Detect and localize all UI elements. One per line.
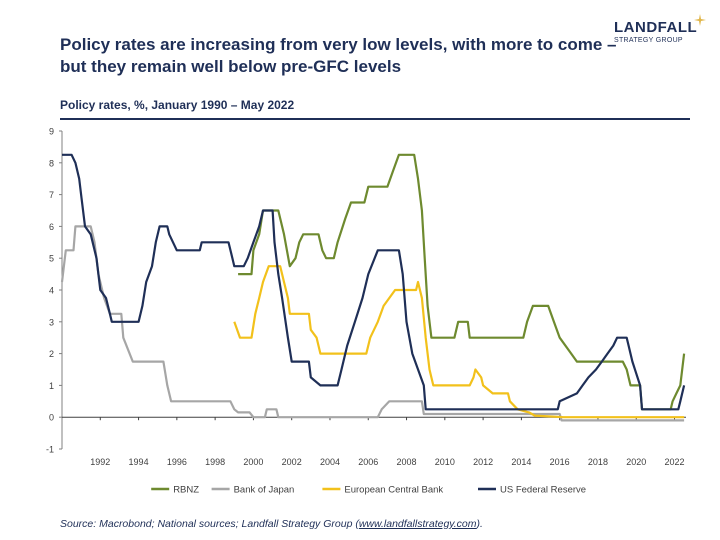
policy-rates-chart: -1 0 1 2 3 4 5 6 7 8 9 1992 1994 1996 1998 2000 2002 2004… [46,127,686,496]
chart-area: -1 0 1 2 3 4 5 6 7 8 9 1992 1994 1996 1998 2000 2002 2004… [0,118,720,508]
y-tick-label: 2 [49,349,54,359]
y-tick-label: 9 [49,127,54,137]
series-line-bank-of-japan [60,225,685,422]
y-tick-label: 1 [49,381,54,391]
x-tick-label: 2012 [473,457,493,467]
source-link[interactable]: www.landfallstrategy.com [358,518,477,530]
x-tick-label: 2016 [550,457,570,467]
x-tick-label: 2008 [397,457,417,467]
x-tick-label: 1998 [205,457,225,467]
y-tick-label: 6 [49,222,54,232]
x-tick-label: 2014 [511,457,531,467]
x-tick-label: 2022 [664,457,684,467]
y-tick-label: 5 [49,254,54,264]
logo-subtitle: STRATEGY GROUP [614,37,683,44]
x-tick-label: 2020 [626,457,646,467]
y-tick-label: 8 [49,158,54,168]
y-tick-label: 4 [49,286,54,296]
company-logo: LANDFALL STRATEGY GROUP [614,14,706,45]
y-tick-label: 0 [49,413,54,423]
y-tick-label: 3 [49,317,54,327]
source-prefix: Source: Macrobond; National sources; Lan… [60,518,359,530]
source-suffix: ). [476,518,483,530]
x-tick-label: 1996 [167,457,187,467]
series-line-us-federal-reserve [62,153,686,411]
chart-subtitle: Policy rates, %, January 1990 – May 2022 [60,98,690,120]
legend-label: European Central Bank [344,485,443,496]
legend-label: US Federal Reserve [500,485,586,496]
x-tick-label: 2004 [320,457,340,467]
x-tick-label: 2000 [243,457,263,467]
x-tick-label: 2002 [282,457,302,467]
y-tick-label: 7 [49,190,54,200]
series-line-rbnz [238,153,686,411]
series-line-european-central-bank [233,265,685,419]
x-tick-label: 1992 [90,457,110,467]
x-tick-label: 2018 [588,457,608,467]
legend-label: Bank of Japan [234,485,295,496]
legend-label: RBNZ [173,485,199,496]
x-tick-label: 2010 [435,457,455,467]
y-tick-label: -1 [46,445,54,455]
source-note: Source: Macrobond; National sources; Lan… [60,518,483,530]
x-tick-label: 2006 [358,457,378,467]
logo-name: LANDFALL [614,19,698,36]
x-tick-label: 1994 [129,457,149,467]
star-icon [694,14,706,26]
page-title: Policy rates are increasing from very lo… [60,35,617,76]
